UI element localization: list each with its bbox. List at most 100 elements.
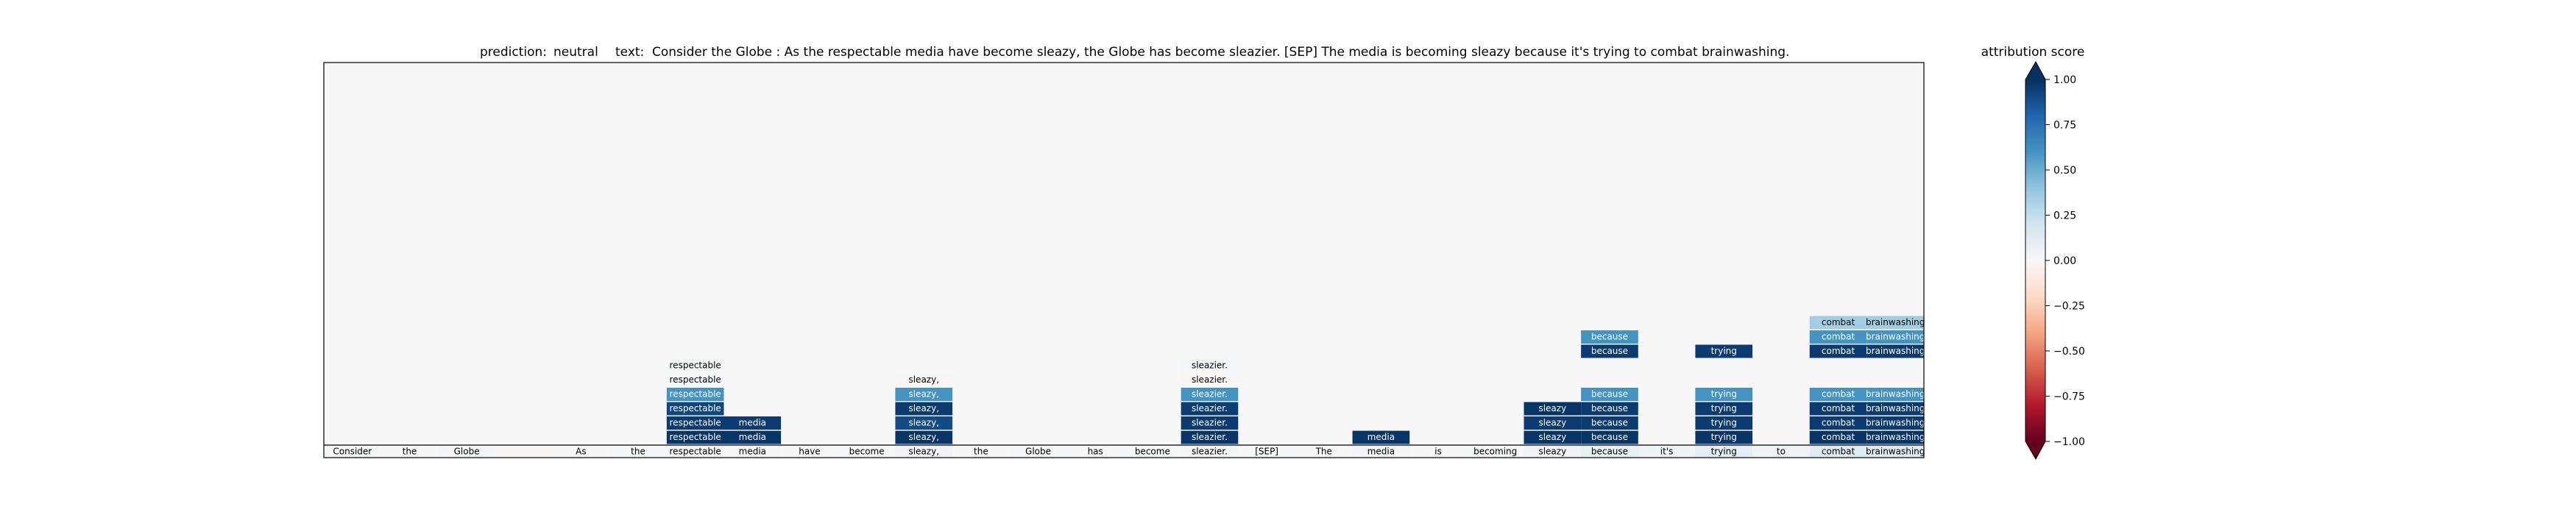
token-label: media xyxy=(1367,447,1395,457)
attribution-cell-label: because xyxy=(1591,418,1628,428)
colorbar-title: attribution score xyxy=(1981,45,2085,60)
attribution-cell xyxy=(895,388,953,401)
attribution-cell-label: sleazy xyxy=(1538,418,1566,428)
attribution-cell xyxy=(1581,402,1638,416)
heatmap-background xyxy=(324,63,1924,458)
attribution-cell xyxy=(1581,388,1638,401)
attribution-cell-label: trying xyxy=(1711,403,1737,413)
token-label: [SEP] xyxy=(1255,447,1278,457)
token-label: becoming xyxy=(1473,447,1517,457)
bottom-row-cell xyxy=(1295,445,1353,458)
attribution-cell-label: sleazier. xyxy=(1192,418,1228,428)
colorbar-bottom-extension xyxy=(2025,441,2045,459)
attribution-cell xyxy=(1524,416,1582,430)
token-label: because xyxy=(1591,447,1628,457)
attribution-cell xyxy=(895,430,953,444)
attribution-cell xyxy=(1695,402,1753,416)
attribution-cell xyxy=(1809,330,1867,344)
attribution-cell xyxy=(723,430,782,444)
prediction-label: prediction: xyxy=(480,45,547,60)
attribution-cell-label: brainwashing xyxy=(1866,389,1925,399)
attribution-cell-label: sleazier. xyxy=(1192,389,1228,399)
attribution-cell-label: respectable xyxy=(670,432,721,442)
attribution-cell-label: brainwashing xyxy=(1866,432,1925,442)
attribution-cell xyxy=(1581,330,1638,344)
attribution-cell xyxy=(1181,416,1239,430)
token-label: Globe xyxy=(454,447,480,457)
token-label: become xyxy=(1135,447,1170,457)
token-label: is xyxy=(1434,447,1442,457)
token-label: sleazier. xyxy=(1192,447,1228,457)
attribution-cell-label: combat xyxy=(1822,317,1855,327)
bottom-row-cell xyxy=(1352,445,1410,458)
attribution-cell xyxy=(1866,388,1924,401)
chart-title: prediction: neutral text: Consider the G… xyxy=(480,45,1789,60)
attribution-cell-label: media xyxy=(1367,432,1395,442)
bottom-row-cell xyxy=(1181,445,1239,458)
attribution-cell-label: respectable xyxy=(670,360,721,371)
attribution-cell xyxy=(895,373,953,387)
attribution-cell xyxy=(666,402,724,416)
bottom-row-cell xyxy=(609,445,667,458)
attribution-cell xyxy=(1695,416,1753,430)
attribution-cell xyxy=(1695,388,1753,401)
colorbar-ticks: 1.00 0.75 0.50 0.25 0.00 −0.25 −0.50 −0.75 −1.00 xyxy=(2045,74,2085,448)
token-label: brainwashing xyxy=(1866,447,1925,457)
bottom-row-cell xyxy=(438,445,495,458)
heatmap-cells: Consider the Globe As the respectable media hav… xyxy=(324,316,1925,458)
token-label: sleazy xyxy=(1538,447,1566,457)
attribution-cell-label: combat xyxy=(1822,432,1855,442)
bottom-row-cell xyxy=(781,445,838,458)
token-label: sleazy, xyxy=(908,447,939,457)
colorbar-tick-label: −1.00 xyxy=(2053,436,2085,448)
colorbar-tick-label: −0.25 xyxy=(2053,301,2085,313)
attribution-cell xyxy=(1524,430,1582,444)
attribution-cell-label: respectable xyxy=(670,389,721,399)
token-label: combat xyxy=(1822,447,1855,457)
attribution-cell xyxy=(895,416,953,430)
bottom-row-cell xyxy=(1866,445,1924,458)
token-label: respectable xyxy=(670,447,721,457)
attribution-cell xyxy=(1695,430,1753,444)
attribution-cell xyxy=(1181,359,1239,372)
attribution-cell xyxy=(1352,430,1410,444)
bottom-row-cell xyxy=(1009,445,1067,458)
attribution-cell-label: media xyxy=(739,418,766,428)
attribution-cell xyxy=(1181,373,1239,387)
attribution-cell-label: combat xyxy=(1822,403,1855,413)
attribution-cell-label: because xyxy=(1591,403,1628,413)
bottom-row-cell xyxy=(1524,445,1582,458)
attribution-cell-label: trying xyxy=(1711,432,1737,442)
attribution-cell xyxy=(1809,316,1867,330)
attribution-cell xyxy=(1866,416,1924,430)
bottom-row-cell xyxy=(1581,445,1638,458)
attribution-cell-label: sleazy, xyxy=(908,403,939,413)
attribution-cell-label: sleazy, xyxy=(908,389,939,399)
attribution-cell-label: sleazier. xyxy=(1192,360,1228,371)
attribution-cell-label: brainwashing xyxy=(1866,346,1925,356)
token-label: to xyxy=(1777,447,1786,457)
attribution-cell xyxy=(1181,388,1239,401)
bottom-row-cell xyxy=(723,445,782,458)
attribution-cell xyxy=(1809,416,1867,430)
attribution-cell xyxy=(1866,330,1924,344)
colorbar-tick-label: −0.75 xyxy=(2053,391,2085,403)
colorbar-tick-label: 0.25 xyxy=(2053,210,2076,222)
attribution-cell-label: media xyxy=(739,432,766,442)
bottom-row-cell xyxy=(324,445,381,458)
colorbar-tick-label: 1.00 xyxy=(2053,74,2076,86)
attribution-cell xyxy=(1581,416,1638,430)
attribution-cell-label: respectable xyxy=(670,374,721,385)
bottom-row-cell xyxy=(1238,445,1295,458)
attribution-cell-label: respectable xyxy=(670,403,721,413)
attribution-cell-label: trying xyxy=(1711,389,1737,399)
attribution-cell xyxy=(723,416,782,430)
heatmap-panel: Consider the Globe As the respectable media hav… xyxy=(323,62,1925,458)
attribution-cell xyxy=(1866,402,1924,416)
token-label: As xyxy=(576,447,586,457)
attribution-cell-label: sleazier. xyxy=(1192,403,1228,413)
colorbar-gradient xyxy=(2025,79,2045,441)
token-label: media xyxy=(739,447,766,457)
attribution-cell-label: brainwashing xyxy=(1866,403,1925,413)
token-label: the xyxy=(974,447,988,457)
